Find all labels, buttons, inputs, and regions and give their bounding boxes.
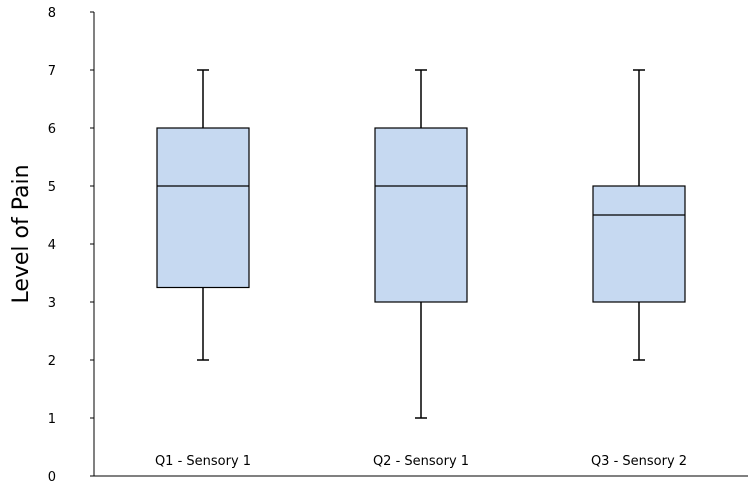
y-tick-label: 0 — [48, 470, 56, 484]
box-1: Q1 - Sensory 1 — [155, 69, 251, 469]
x-category-label: Q3 - Sensory 2 — [591, 454, 687, 469]
y-tick-label: 3 — [48, 296, 56, 311]
iqr-box — [374, 127, 468, 303]
y-tick-label: 7 — [48, 64, 56, 79]
y-axis: 0 1 2 3 4 5 6 7 8 — [48, 6, 95, 484]
iqr-box — [592, 185, 686, 303]
y-tick-label: 4 — [48, 238, 56, 253]
box-2: Q2 - Sensory 1 — [373, 69, 469, 469]
y-axis-label: Level of Pain — [9, 164, 34, 303]
y-tick-label: 8 — [48, 6, 56, 21]
x-category-label: Q1 - Sensory 1 — [155, 454, 251, 469]
y-tick-label: 5 — [48, 180, 56, 195]
y-tick-label: 1 — [48, 412, 56, 427]
y-tick-label: 2 — [48, 354, 56, 369]
boxes: Q1 - Sensory 1 Q2 - Sensory 1 Q3 - Sensory… — [155, 69, 687, 469]
box-3: Q3 - Sensory 2 — [591, 69, 687, 469]
y-tick-label: 6 — [48, 122, 56, 137]
x-category-label: Q2 - Sensory 1 — [373, 454, 469, 469]
iqr-box — [156, 127, 250, 289]
